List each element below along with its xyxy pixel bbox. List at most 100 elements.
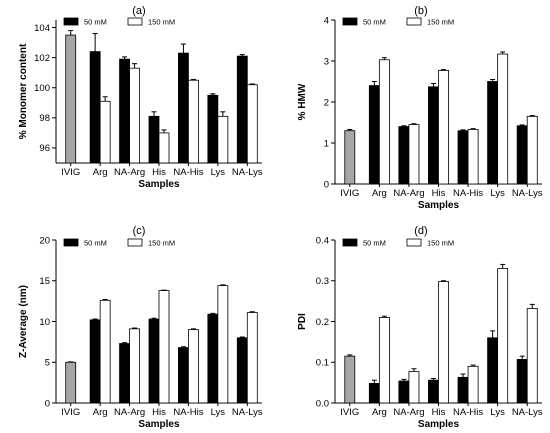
bar-150mm (188, 329, 199, 404)
bar-50mm (148, 115, 160, 164)
x-tick-label: NA-His (453, 407, 483, 418)
x-tick-label: Arg (93, 407, 108, 418)
bar-150mm (467, 129, 479, 185)
x-tick-label: His (432, 188, 446, 199)
bar-50mm (178, 52, 189, 164)
legend-label: 50 mM (84, 18, 107, 27)
x-tick-label: His (152, 167, 166, 178)
x-tick-label: Lys (490, 407, 505, 418)
x-tick-label: NA-His (173, 167, 203, 178)
bar-150mm (158, 132, 170, 164)
panel-letter: (b) (414, 5, 427, 17)
bar-50mm (236, 337, 248, 404)
bar-150mm (438, 70, 449, 185)
chart-panel-b: (b) 0 1 2 3 4 % HMW Samples IVIG Arg NA-Arg His NA-H… (297, 5, 543, 211)
y-tick-label: 3 (324, 56, 329, 67)
y-tick-label: 102 (34, 53, 50, 64)
legend-label: 50 mM (363, 239, 386, 248)
legend-swatch (342, 17, 358, 26)
bar-150mm (438, 281, 449, 404)
x-tick-label: Lys (490, 188, 505, 199)
bar-150mm (526, 115, 538, 185)
bar-150mm (99, 299, 111, 404)
bar-150mm (497, 53, 509, 185)
y-tick-label: 0.4 (316, 235, 329, 246)
bar-50mm (487, 337, 499, 404)
x-tick-label: His (432, 407, 446, 418)
y-tick-label: 98 (39, 113, 50, 124)
x-tick-label: Arg (372, 407, 387, 418)
bar-150mm (378, 59, 390, 185)
y-tick-label: 1 (324, 138, 329, 149)
bar-50mm (207, 94, 219, 164)
y-axis-label: PDI (297, 313, 308, 330)
bar-50mm (89, 51, 101, 164)
y-tick-label: 0.2 (316, 317, 329, 328)
x-tick-label: Arg (372, 188, 387, 199)
bar-150mm (467, 365, 479, 404)
bar-50mm (148, 318, 160, 404)
bar-50mm (398, 126, 410, 185)
y-tick-label: 0 (324, 179, 329, 190)
x-tick-label: NA-Lys (512, 407, 543, 418)
y-axis-label: % Monomer content (18, 43, 29, 139)
panel-letter: (a) (132, 5, 145, 17)
panel-letter: (d) (414, 225, 427, 237)
x-tick-label: Arg (93, 167, 108, 178)
bar-150mm (526, 308, 538, 404)
x-tick-label: IVIG (340, 188, 359, 199)
y-tick-label: 4 (324, 15, 329, 26)
x-tick-label: Lys (211, 167, 226, 178)
y-tick-label: 20 (39, 235, 50, 246)
bar-control (65, 34, 77, 164)
bar-50mm (516, 358, 528, 404)
y-tick-label: 100 (34, 83, 50, 94)
bar-150mm (246, 312, 258, 404)
bar-150mm (497, 268, 509, 404)
x-tick-label: NA-Lys (232, 167, 263, 178)
legend-swatch (127, 17, 143, 26)
bar-150mm (129, 328, 140, 404)
bar-150mm (408, 371, 420, 404)
bar-50mm (516, 125, 528, 185)
x-axis-label: Samples (418, 200, 460, 211)
bar-50mm (236, 55, 248, 164)
panel-letter: (c) (133, 225, 146, 237)
x-tick-label: NA-His (453, 188, 483, 199)
y-tick-label: 104 (34, 23, 50, 34)
x-tick-label: NA-Arg (393, 188, 424, 199)
bar-50mm (428, 86, 439, 185)
y-tick-label: 96 (39, 143, 50, 154)
chart-panel-a: (a) 96 98 100 102 104 % Monomer content Samples… (18, 5, 263, 190)
y-axis-label: % HMW (297, 83, 308, 120)
y-axis-label: Z-Average (nm) (18, 285, 29, 358)
y-tick-label: 10 (39, 317, 50, 328)
x-tick-label: IVIG (340, 407, 359, 418)
chart-panel-c: (c) 0 5 10 15 20 Z-Average (nm) Samples IVIG Arg N… (18, 225, 263, 430)
x-tick-label: IVIG (61, 407, 80, 418)
legend-label: 150 mM (148, 18, 175, 27)
x-tick-label: His (152, 407, 166, 418)
y-tick-label: 0 (45, 398, 50, 409)
y-tick-label: 0.0 (316, 398, 329, 409)
bar-150mm (158, 290, 170, 404)
legend-label: 150 mM (427, 18, 454, 27)
x-tick-label: NA-His (173, 407, 203, 418)
legend-swatch (127, 238, 143, 247)
x-tick-label: NA-Lys (232, 407, 263, 418)
x-tick-label: Lys (211, 407, 226, 418)
bar-150mm (246, 84, 258, 164)
bar-50mm (89, 319, 101, 404)
legend: 50 mM 150 mM (342, 238, 454, 248)
legend: 50 mM 150 mM (63, 238, 175, 248)
x-axis-label: Samples (138, 419, 180, 430)
chart-panel-d: (d) 0.0 0.1 0.2 0.3 0.4 PDI Samples IVIG Arg NA-Ar… (297, 225, 543, 430)
legend-swatch (406, 238, 422, 247)
x-tick-label: NA-Arg (114, 407, 145, 418)
legend-swatch (342, 238, 358, 247)
legend-swatch (406, 17, 422, 26)
y-tick-label: 2 (324, 97, 329, 108)
legend: 50 mM 150 mM (63, 17, 175, 27)
bar-50mm (457, 376, 469, 404)
